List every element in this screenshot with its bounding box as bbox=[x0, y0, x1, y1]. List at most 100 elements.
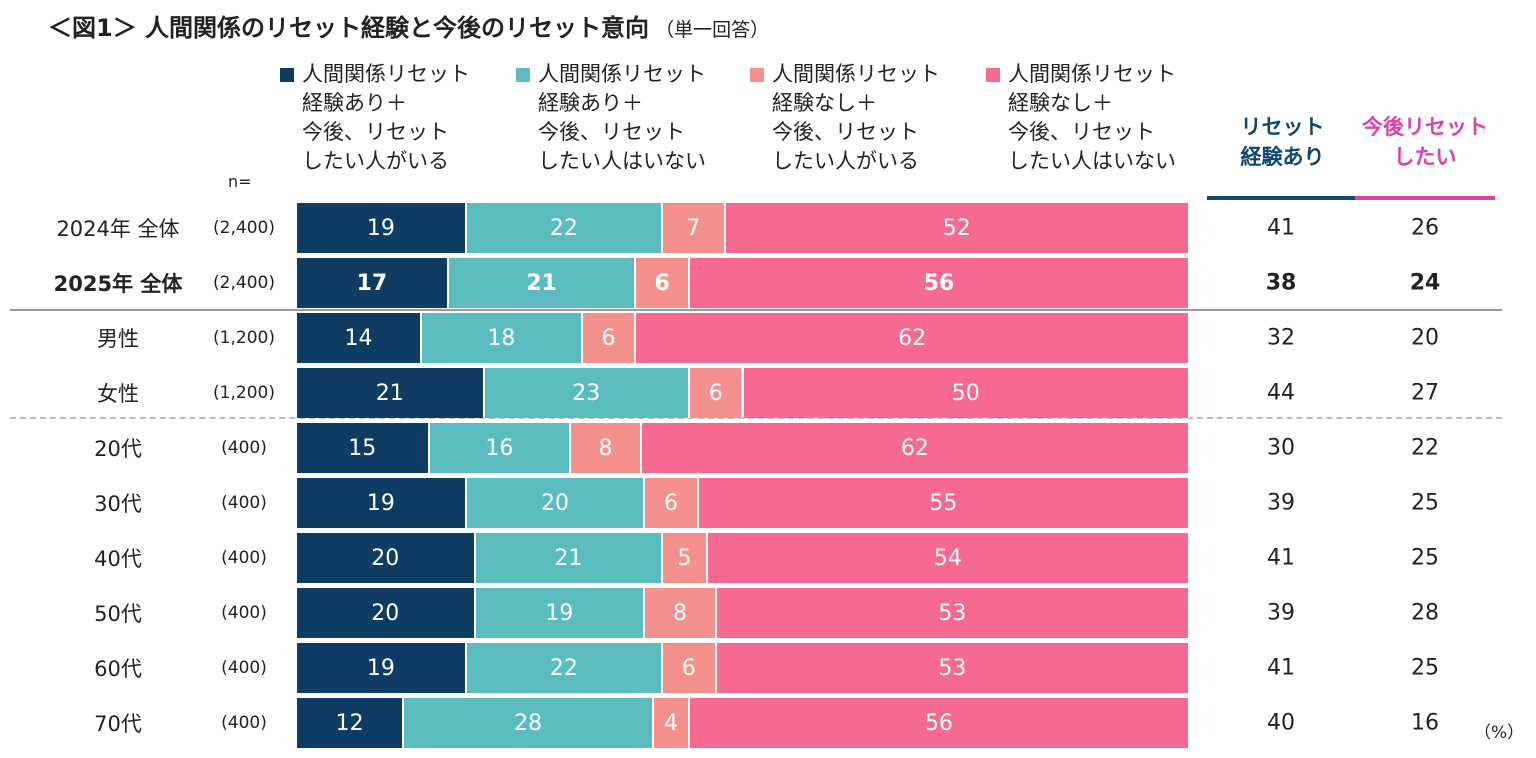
value-intent: 25 bbox=[1411, 490, 1439, 516]
bar-segment: 21 bbox=[448, 258, 637, 308]
value-experience: 30 bbox=[1267, 435, 1295, 461]
col-header-experience: リセット 経験あり bbox=[1240, 115, 1325, 169]
legend-item: 人間関係リセット 経験あり＋ 今後、リセット したい人がいる bbox=[280, 60, 470, 176]
legend-swatch bbox=[280, 68, 294, 82]
bar-segment: 6 bbox=[645, 478, 699, 528]
bar-segment: 23 bbox=[484, 368, 690, 418]
bar-segment: 16 bbox=[429, 423, 572, 473]
bar-segment: 20 bbox=[297, 533, 476, 583]
value-intent: 20 bbox=[1411, 325, 1439, 351]
value-intent: 27 bbox=[1411, 380, 1439, 406]
bar-segment: 22 bbox=[466, 643, 664, 693]
bar-segment: 12 bbox=[297, 698, 405, 748]
subtitle-text: （単一回答） bbox=[655, 19, 770, 41]
legend-label: 人間関係リセット 経験あり＋ 今後、リセット したい人はいない bbox=[538, 62, 706, 173]
value-intent: 22 bbox=[1411, 435, 1439, 461]
bar-segment: 62 bbox=[641, 423, 1190, 473]
row-n: (400) bbox=[221, 493, 267, 513]
bar-segment: 6 bbox=[636, 258, 690, 308]
bar-segment: 28 bbox=[404, 698, 655, 748]
bar-segment: 17 bbox=[297, 258, 449, 308]
legend-swatch bbox=[516, 68, 530, 82]
bar-segment: 20 bbox=[297, 588, 476, 638]
row-n: (400) bbox=[221, 438, 267, 458]
bar-segment: 54 bbox=[707, 533, 1190, 583]
row-label: 60代 bbox=[94, 657, 142, 681]
value-experience: 44 bbox=[1267, 380, 1295, 406]
bar-segment: 19 bbox=[475, 588, 646, 638]
bar-segment: 21 bbox=[475, 533, 664, 583]
value-experience: 39 bbox=[1267, 490, 1295, 516]
bar-segment: 8 bbox=[645, 588, 717, 638]
value-experience: 41 bbox=[1267, 545, 1295, 571]
value-experience: 32 bbox=[1267, 325, 1295, 351]
value-experience: 40 bbox=[1267, 710, 1295, 736]
bar-segment: 20 bbox=[466, 478, 646, 528]
bar-segment: 22 bbox=[466, 203, 664, 253]
row-label: 2025年 全体 bbox=[53, 272, 183, 296]
bar-segment: 56 bbox=[689, 258, 1190, 308]
row-n: (1,200) bbox=[213, 383, 275, 403]
row-label: 70代 bbox=[94, 712, 142, 736]
bar-segment: 21 bbox=[297, 368, 485, 418]
bar-segment: 62 bbox=[636, 313, 1190, 363]
col-underline-experience bbox=[1207, 196, 1355, 200]
row-n: (400) bbox=[221, 603, 267, 623]
legend-item: 人間関係リセット 経験あり＋ 今後、リセット したい人はいない bbox=[516, 60, 706, 176]
value-experience: 38 bbox=[1265, 270, 1297, 296]
n-label: n= bbox=[228, 172, 252, 191]
legend-label: 人間関係リセット 経験なし＋ 今後、リセット したい人はいない bbox=[1008, 62, 1176, 173]
bar-segment: 18 bbox=[422, 313, 583, 363]
value-intent: 26 bbox=[1411, 215, 1439, 241]
row-n: (2,400) bbox=[213, 273, 275, 293]
bar-segment: 5 bbox=[663, 533, 708, 583]
legend-label: 人間関係リセット 経験あり＋ 今後、リセット したい人がいる bbox=[302, 62, 470, 173]
legend-item: 人間関係リセット 経験なし＋ 今後、リセット したい人はいない bbox=[986, 60, 1176, 176]
col-underline-intent bbox=[1355, 196, 1495, 200]
row-label: 40代 bbox=[94, 547, 142, 571]
legend-swatch bbox=[750, 68, 764, 82]
bar-segment: 53 bbox=[716, 588, 1190, 638]
value-experience: 41 bbox=[1267, 215, 1295, 241]
bar-segment: 53 bbox=[716, 643, 1190, 693]
divider-dashed bbox=[10, 417, 1502, 419]
row-label: 男性 bbox=[97, 327, 139, 351]
row-label: 20代 bbox=[94, 437, 142, 461]
legend-swatch bbox=[986, 68, 1000, 82]
bar-segment: 15 bbox=[297, 423, 430, 473]
bar-segment: 50 bbox=[743, 368, 1190, 418]
bar-segment: 14 bbox=[297, 313, 423, 363]
value-intent: 25 bbox=[1411, 655, 1439, 681]
value-intent: 24 bbox=[1409, 270, 1441, 296]
bar-segment: 55 bbox=[698, 478, 1190, 528]
chart-title: ＜図1＞ 人間関係のリセット経験と今後のリセット意向 （単一回答） bbox=[48, 8, 769, 43]
title-text: ＜図1＞ 人間関係のリセット経験と今後のリセット意向 bbox=[48, 14, 650, 42]
unit-label: （%） bbox=[1474, 723, 1525, 743]
bar-segment: 19 bbox=[297, 478, 467, 528]
bar-segment: 56 bbox=[689, 698, 1190, 748]
value-experience: 39 bbox=[1267, 600, 1295, 626]
bar-segment: 8 bbox=[571, 423, 642, 473]
bar-segment: 7 bbox=[663, 203, 726, 253]
bar-segment: 6 bbox=[689, 368, 744, 418]
row-n: (400) bbox=[221, 658, 267, 678]
row-n: (2,400) bbox=[213, 218, 275, 238]
row-n: (400) bbox=[221, 548, 267, 568]
value-intent: 16 bbox=[1411, 710, 1439, 736]
row-label: 50代 bbox=[94, 602, 142, 626]
legend-item: 人間関係リセット 経験なし＋ 今後、リセット したい人がいる bbox=[750, 60, 940, 176]
bar-segment: 52 bbox=[725, 203, 1190, 253]
col-header-intent: 今後リセット したい bbox=[1362, 115, 1488, 169]
bar-segment: 4 bbox=[654, 698, 690, 748]
bar-segment: 19 bbox=[297, 643, 467, 693]
value-intent: 25 bbox=[1411, 545, 1439, 571]
row-label: 30代 bbox=[94, 492, 142, 516]
row-label: 2024年 全体 bbox=[56, 217, 180, 241]
bar-segment: 6 bbox=[663, 643, 717, 693]
row-n: (400) bbox=[221, 713, 267, 733]
value-intent: 28 bbox=[1411, 600, 1439, 626]
row-n: (1,200) bbox=[213, 328, 275, 348]
legend-label: 人間関係リセット 経験なし＋ 今後、リセット したい人がいる bbox=[772, 62, 940, 173]
value-experience: 41 bbox=[1267, 655, 1295, 681]
